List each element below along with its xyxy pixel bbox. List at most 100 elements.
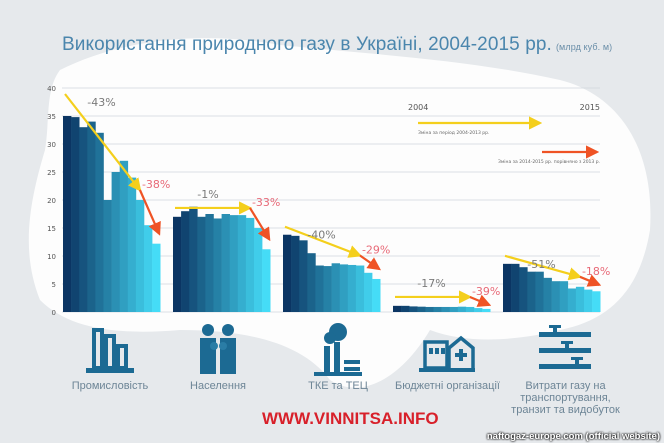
legend-yellow-text: Зміна за період 2004-2013 рр. [418,130,489,136]
bar-2014 [254,228,263,312]
y-tick-label: 5 [52,281,56,289]
source-credit: naftogaz-europe.com (official website) [486,431,660,442]
bar-2007 [417,306,426,312]
y-tick-label: 10 [47,253,56,261]
title-text: Використання природного газу в Україні, … [62,34,552,55]
unit-label: (млрд куб. м) [555,42,613,52]
pipeline-icon [539,325,591,369]
red-change-arrow [249,207,271,242]
bar-2015 [482,308,491,312]
legend-end-year: 2015 [580,103,600,112]
red-change-arrow [469,294,492,307]
bar-2015 [372,278,381,312]
bar-2009 [213,218,222,312]
family-icon [200,324,236,374]
bar-2014 [144,225,153,312]
bar-2007 [87,121,96,312]
bar-2013 [465,306,475,312]
bar-2007 [527,271,536,312]
change-2004-2013-label: -40% [307,229,335,242]
bar-2014 [474,308,483,312]
bar-2014 [584,289,593,312]
change-2004-2013-label: -17% [417,277,445,290]
bar-2008 [425,306,434,312]
bar-2009 [543,277,552,312]
bar-2011 [119,160,129,312]
yellow-change-arrow [504,254,583,281]
change-2015-vs-2013-label: -29% [362,244,390,257]
bar-2006 [299,240,308,312]
change-2015-vs-2013-label: -38% [142,178,170,191]
y-tick-label: 35 [47,113,56,121]
legend-start-year: 2004 [408,103,428,112]
bar-2005 [511,263,520,312]
y-tick-label: 0 [52,309,56,317]
bar-2015 [262,249,271,312]
change-2015-vs-2013-label: -39% [472,285,500,298]
bar-2011 [559,281,569,312]
bar-2009 [323,266,332,312]
bar-2013 [245,217,255,312]
legend-red-text: Зміна за 2014-2015 рр. порівняно з 2013 … [498,159,600,165]
bar-2014 [364,272,373,312]
bar-2015 [152,243,161,312]
y-tick-label: 20 [47,197,56,205]
change-2015-vs-2013-label: -33% [252,196,280,209]
chart-title: Використання природного газу в Україні, … [62,34,612,56]
y-tick-label: 40 [47,85,56,93]
bar-2004 [283,234,292,312]
bar-2007 [307,253,316,312]
bar-2008 [315,265,324,312]
y-tick-label: 15 [47,225,56,233]
factory-icon [86,328,134,373]
bar-2010 [441,306,450,312]
bar-2013 [135,200,145,312]
yellow-change-arrow [64,93,142,192]
red-change-arrow [359,254,382,271]
bar-2015 [592,291,601,312]
bar-2006 [189,206,198,312]
bar-2005 [291,235,300,312]
bar-2009 [433,306,442,312]
bar-2012 [237,215,247,312]
category-label-population: Населення [190,380,246,392]
bar-2012 [127,177,137,312]
bar-2011 [339,264,349,312]
bar-2004 [393,305,402,312]
change-2015-vs-2013-label: -18% [582,265,610,278]
bar-2006 [519,267,528,312]
red-change-arrow [138,189,161,236]
bar-2011 [229,215,239,312]
bar-2010 [331,263,340,312]
bar-2011 [449,306,459,312]
bar-2012 [457,306,467,312]
red-change-arrow [579,274,602,287]
category-label-budget-orgs: Бюджетні організації [395,380,500,392]
category-label-heat-power: ТКЕ та ТЕЦ [308,380,368,392]
change-2004-2013-label: -1% [197,188,218,201]
power-plant-icon [314,323,362,376]
bar-2013 [355,265,365,312]
bar-2008 [205,214,214,312]
y-tick-label: 25 [47,169,56,177]
change-2004-2013-label: -51% [527,258,555,271]
bar-2012 [567,288,577,312]
bar-2004 [503,263,512,312]
bar-2005 [71,117,80,313]
bar-2004 [173,216,182,312]
public-building-icon [419,335,475,372]
bar-2006 [79,127,88,312]
bar-2005 [181,211,190,312]
change-2004-2013-label: -43% [87,96,115,109]
watermark: WWW.VINNITSA.INFO [262,409,439,428]
bar-2009 [103,200,112,312]
bar-2010 [551,281,560,312]
bar-2005 [401,305,410,312]
bar-2010 [221,214,230,312]
bar-2008 [535,271,544,312]
y-tick-label: 30 [47,141,56,149]
bar-2010 [111,172,120,312]
bar-2013 [575,286,585,312]
